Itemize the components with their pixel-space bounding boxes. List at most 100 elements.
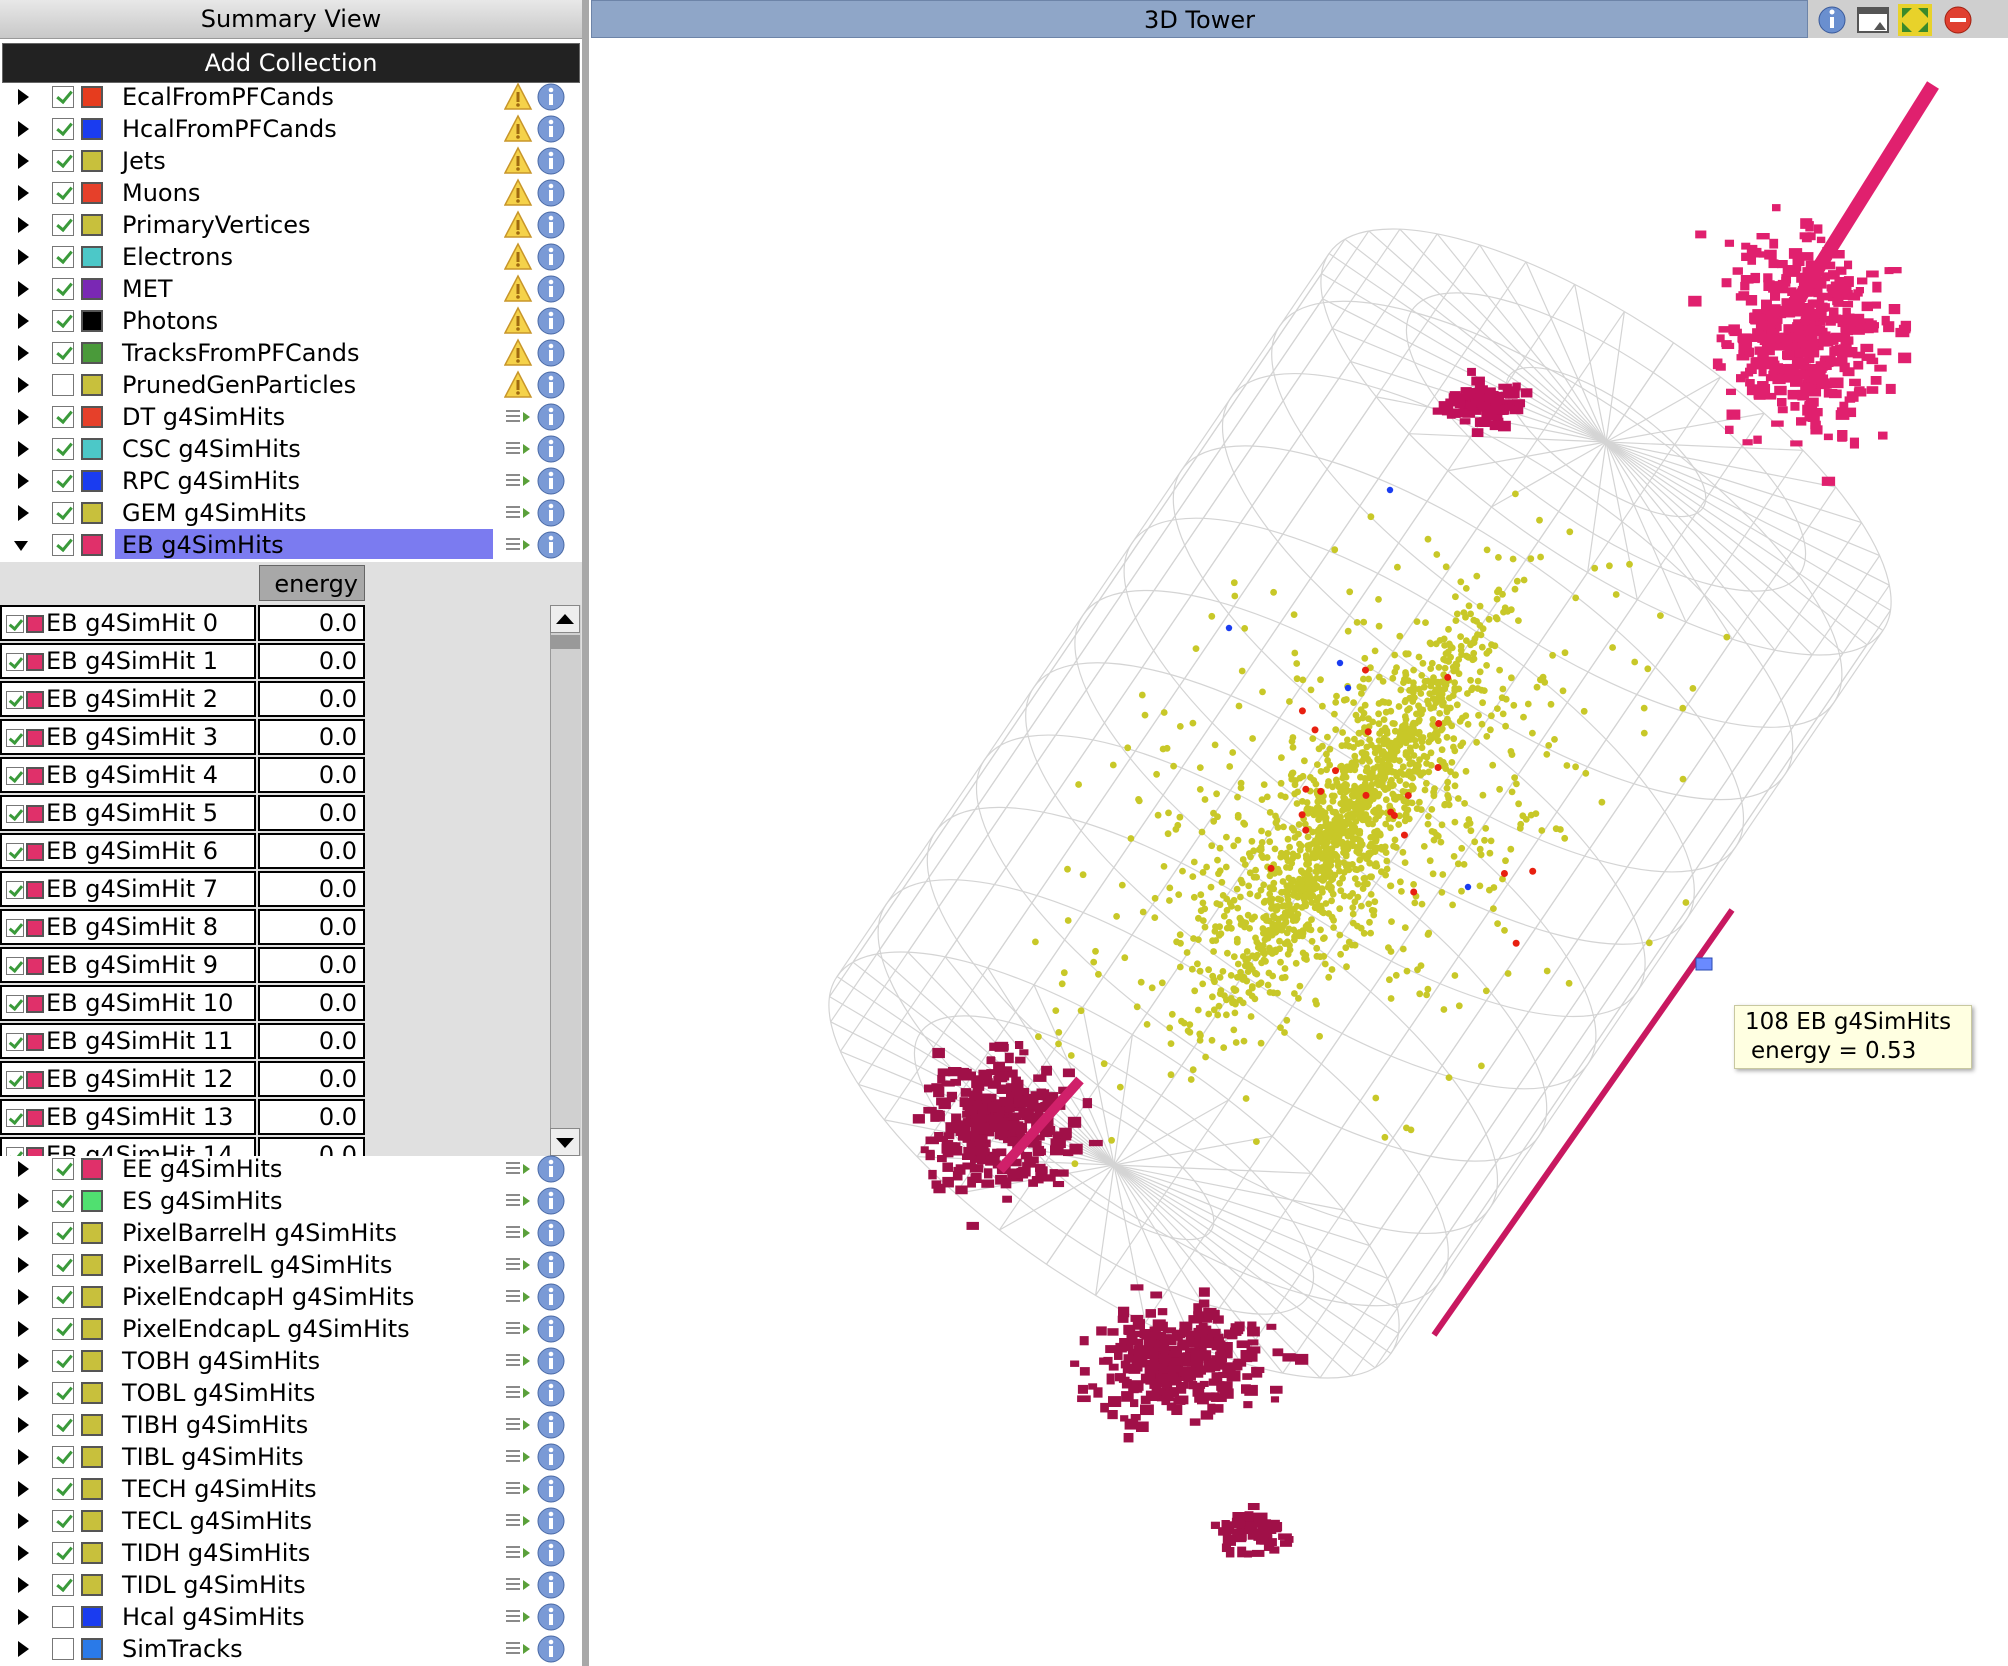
checkbox[interactable]	[6, 881, 24, 899]
table-name-cell[interactable]: EB g4SimHit 2	[0, 681, 256, 717]
info-icon[interactable]	[537, 1251, 565, 1279]
collection-name[interactable]: Electrons	[122, 243, 233, 271]
info-icon[interactable]	[537, 179, 565, 207]
color-swatch[interactable]	[81, 1158, 103, 1180]
expand-arrow[interactable]	[18, 1321, 29, 1337]
color-swatch[interactable]	[81, 1606, 103, 1628]
table-name-cell[interactable]: EB g4SimHit 9	[0, 947, 256, 983]
color-swatch[interactable]	[81, 1542, 103, 1564]
checkbox[interactable]	[52, 310, 74, 332]
color-swatch[interactable]	[81, 438, 103, 460]
expand-arrow[interactable]	[18, 185, 29, 201]
info-icon[interactable]	[537, 211, 565, 239]
color-swatch[interactable]	[81, 246, 103, 268]
loaded-icon[interactable]	[506, 1354, 530, 1366]
color-swatch[interactable]	[81, 1446, 103, 1468]
collection-name[interactable]: PixelEndcapH g4SimHits	[122, 1283, 415, 1311]
checkbox[interactable]	[6, 653, 24, 671]
loaded-icon[interactable]	[506, 1322, 530, 1334]
collection-name[interactable]: TECH g4SimHits	[122, 1475, 317, 1503]
checkbox[interactable]	[52, 118, 74, 140]
collection-name[interactable]: MET	[122, 275, 173, 303]
expand-arrow[interactable]	[18, 1641, 29, 1657]
checkbox[interactable]	[52, 1190, 74, 1212]
expand-arrow[interactable]	[18, 1385, 29, 1401]
color-swatch[interactable]	[81, 1222, 103, 1244]
scroll-down[interactable]	[550, 1128, 580, 1156]
checkbox[interactable]	[52, 1222, 74, 1244]
color-swatch[interactable]	[81, 118, 103, 140]
info-button[interactable]	[1818, 6, 1846, 34]
close-button[interactable]	[1944, 6, 1972, 34]
expand-arrow[interactable]	[18, 1225, 29, 1241]
expand-arrow[interactable]	[18, 1513, 29, 1529]
expand-arrow[interactable]	[18, 473, 29, 489]
color-swatch[interactable]	[81, 534, 103, 556]
info-icon[interactable]	[537, 1507, 565, 1535]
color-swatch[interactable]	[81, 1414, 103, 1436]
checkbox[interactable]	[52, 150, 74, 172]
table-name-cell[interactable]: EB g4SimHit 10	[0, 985, 256, 1021]
collection-name[interactable]: HcalFromPFCands	[122, 115, 337, 143]
info-icon[interactable]	[537, 1187, 565, 1215]
expand-arrow[interactable]	[18, 249, 29, 265]
expand-arrow[interactable]	[18, 121, 29, 137]
info-icon[interactable]	[537, 531, 565, 559]
loaded-icon[interactable]	[506, 1610, 530, 1622]
loaded-icon[interactable]	[506, 474, 530, 486]
color-swatch[interactable]	[81, 1286, 103, 1308]
checkbox[interactable]	[6, 615, 24, 633]
row-swatch[interactable]	[26, 767, 44, 785]
checkbox[interactable]	[6, 691, 24, 709]
color-swatch[interactable]	[81, 374, 103, 396]
row-swatch[interactable]	[26, 919, 44, 937]
loaded-icon[interactable]	[506, 1258, 530, 1270]
expand-arrow[interactable]	[18, 1609, 29, 1625]
checkbox[interactable]	[52, 214, 74, 236]
checkbox[interactable]	[52, 1318, 74, 1340]
expand-arrow[interactable]	[18, 153, 29, 169]
row-swatch[interactable]	[26, 881, 44, 899]
expand-arrow[interactable]	[18, 1545, 29, 1561]
color-swatch[interactable]	[81, 1478, 103, 1500]
expand-arrow[interactable]	[18, 505, 29, 521]
warning-icon[interactable]	[504, 82, 533, 110]
checkbox[interactable]	[6, 1109, 24, 1127]
checkbox[interactable]	[52, 534, 74, 556]
checkbox[interactable]	[6, 957, 24, 975]
color-swatch[interactable]	[81, 1510, 103, 1532]
info-icon[interactable]	[537, 1155, 565, 1183]
table-name-cell[interactable]: EB g4SimHit 6	[0, 833, 256, 869]
checkbox[interactable]	[52, 1286, 74, 1308]
add-collection-button[interactable]: Add Collection	[2, 43, 580, 83]
color-swatch[interactable]	[81, 470, 103, 492]
table-name-cell[interactable]: EB g4SimHit 7	[0, 871, 256, 907]
info-icon[interactable]	[537, 1347, 565, 1375]
checkbox[interactable]	[52, 374, 74, 396]
info-icon[interactable]	[537, 1539, 565, 1567]
warning-icon[interactable]	[504, 146, 533, 174]
table-name-cell[interactable]: EB g4SimHit 5	[0, 795, 256, 831]
info-icon[interactable]	[537, 1411, 565, 1439]
row-swatch[interactable]	[26, 1147, 44, 1156]
checkbox[interactable]	[52, 1254, 74, 1276]
checkbox[interactable]	[52, 1638, 74, 1660]
checkbox[interactable]	[52, 502, 74, 524]
loaded-icon[interactable]	[506, 442, 530, 454]
color-swatch[interactable]	[81, 406, 103, 428]
warning-icon[interactable]	[504, 178, 533, 206]
loaded-icon[interactable]	[506, 1162, 530, 1174]
expand-arrow[interactable]	[18, 1161, 29, 1177]
color-swatch[interactable]	[81, 86, 103, 108]
info-icon[interactable]	[537, 403, 565, 431]
checkbox[interactable]	[6, 1147, 24, 1156]
row-swatch[interactable]	[26, 995, 44, 1013]
expand-arrow[interactable]	[18, 1417, 29, 1433]
undock-button[interactable]	[1857, 7, 1889, 33]
table-name-cell[interactable]: EB g4SimHit 8	[0, 909, 256, 945]
loaded-icon[interactable]	[506, 1642, 530, 1654]
checkbox[interactable]	[52, 1574, 74, 1596]
info-icon[interactable]	[537, 1475, 565, 1503]
row-swatch[interactable]	[26, 653, 44, 671]
loaded-icon[interactable]	[506, 1386, 530, 1398]
